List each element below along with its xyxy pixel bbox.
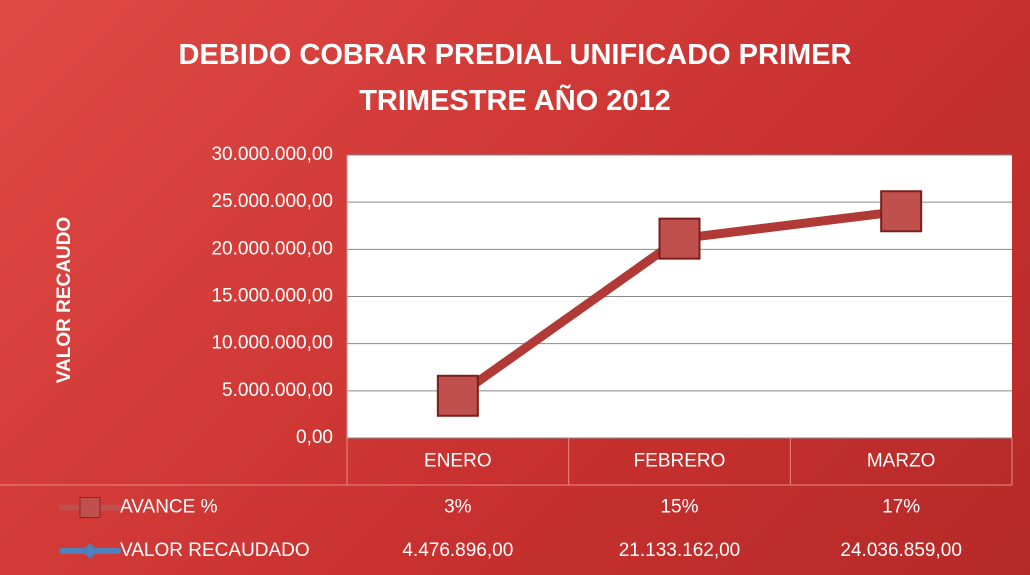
point-marker — [436, 374, 479, 417]
point-marker — [658, 217, 701, 260]
y-tick-label: 25.000.000,00 — [211, 191, 333, 212]
table-value: 17% — [882, 497, 920, 518]
table-value: 15% — [660, 497, 698, 518]
chart-title: DEBIDO COBRAR PREDIAL UNIFICADO PRIMER T… — [178, 39, 852, 117]
legend-key-marker — [82, 543, 98, 559]
y-tick-label: 10.000.000,00 — [211, 333, 333, 354]
table-value: 24.036.859,00 — [840, 540, 962, 561]
table-value: 4.476.896,00 — [402, 540, 513, 561]
category-label: ENERO — [424, 451, 492, 472]
y-tick-label: 20.000.000,00 — [211, 238, 333, 259]
category-label: MARZO — [867, 451, 936, 472]
y-tick-label: 0,00 — [296, 427, 333, 448]
y-tick-label: 15.000.000,00 — [211, 286, 333, 307]
table-value: 21.133.162,00 — [619, 540, 741, 561]
legend-label: VALOR RECAUDADO — [120, 540, 310, 561]
legend-label: AVANCE % — [120, 497, 218, 518]
y-axis-label: VALOR RECAUDO — [54, 217, 75, 383]
table-value: 3% — [444, 497, 472, 518]
y-tick-label: 5.000.000,00 — [222, 380, 333, 401]
point-marker — [880, 190, 923, 233]
category-label: FEBRERO — [634, 451, 726, 472]
y-tick-label: 30.000.000,00 — [211, 144, 333, 165]
legend-key-marker — [79, 497, 101, 518]
